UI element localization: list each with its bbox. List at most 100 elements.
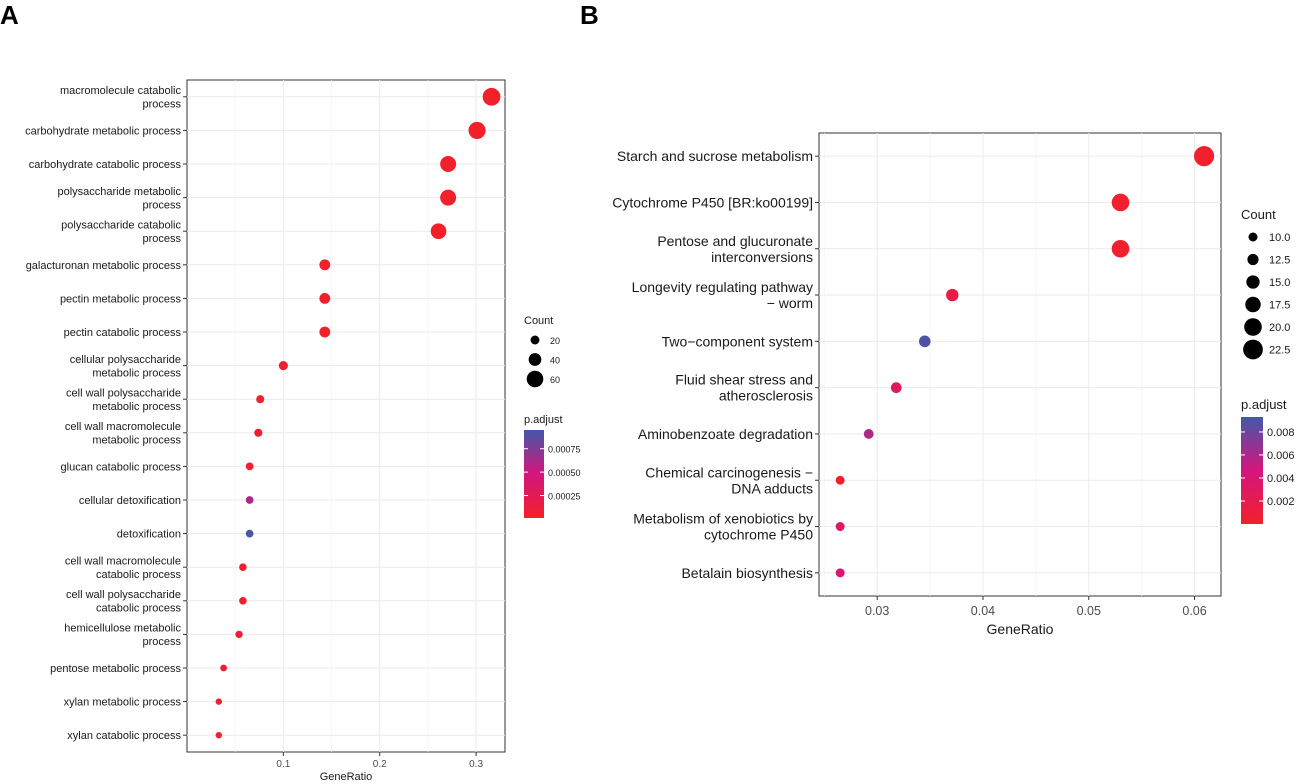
data-point bbox=[482, 87, 501, 106]
x-tick-label: 0.03 bbox=[865, 604, 889, 618]
color-legend-label: 0.008 bbox=[1267, 427, 1295, 439]
size-legend-key bbox=[1248, 232, 1258, 242]
y-tick-label: cellular polysaccharide bbox=[70, 354, 181, 366]
y-tick-label: Fluid shear stress and bbox=[675, 372, 813, 388]
y-tick-label: cell wall polysaccharide bbox=[66, 589, 181, 601]
y-tick-label: interconversions bbox=[711, 249, 813, 265]
y-tick-label: Metabolism of xenobiotics by bbox=[633, 511, 813, 527]
y-tick-label: process bbox=[142, 199, 181, 211]
size-legend-key bbox=[530, 335, 540, 345]
data-point bbox=[835, 475, 845, 485]
color-legend-title: p.adjust bbox=[1241, 397, 1287, 412]
y-tick-label: Starch and sucrose metabolism bbox=[617, 148, 813, 164]
data-point bbox=[256, 395, 265, 404]
y-tick-label: carbohydrate metabolic process bbox=[25, 125, 181, 137]
size-legend-label: 17.5 bbox=[1269, 300, 1290, 312]
color-legend-label: 0.00025 bbox=[548, 492, 581, 502]
data-point bbox=[430, 223, 447, 240]
panel-label-b: B bbox=[580, 0, 599, 30]
y-tick-label: cytochrome P450 bbox=[704, 527, 813, 543]
data-point bbox=[215, 732, 222, 739]
size-legend-label: 20 bbox=[550, 336, 560, 346]
color-legend-label: 0.002 bbox=[1267, 496, 1295, 508]
size-legend-key bbox=[526, 370, 544, 388]
y-tick-label: Chemical carcinogenesis − bbox=[645, 464, 813, 480]
x-tick-label: 0.06 bbox=[1182, 604, 1206, 618]
y-tick-label: Longevity regulating pathway bbox=[632, 279, 813, 295]
y-tick-label: Pentose and glucuronate bbox=[657, 233, 813, 249]
panel-label-a: A bbox=[0, 0, 19, 30]
size-legend-key bbox=[1245, 296, 1261, 313]
size-legend-label: 40 bbox=[550, 356, 560, 366]
y-tick-label: carbohydrate catabolic process bbox=[29, 159, 182, 171]
size-legend-label: 15.0 bbox=[1269, 277, 1290, 289]
x-tick-label: 0.05 bbox=[1077, 604, 1101, 618]
color-legend-label: 0.00075 bbox=[548, 445, 581, 455]
x-tick-label: 0.04 bbox=[971, 604, 995, 618]
y-tick-label: catabolic process bbox=[96, 569, 181, 581]
data-point bbox=[245, 529, 254, 538]
size-legend-key bbox=[1244, 318, 1262, 336]
y-tick-label: − worm bbox=[767, 295, 813, 311]
y-tick-label: xylan catabolic process bbox=[67, 730, 181, 742]
y-tick-label: Two−component system bbox=[662, 333, 813, 349]
y-tick-label: catabolic process bbox=[96, 603, 181, 615]
panel-a-chart: 0.1 0.2 0.3 macromolecule catabolic process c… bbox=[25, 79, 581, 783]
data-point bbox=[245, 462, 254, 471]
y-tick-label: cellular detoxification bbox=[79, 495, 181, 507]
data-point bbox=[1193, 146, 1215, 167]
data-point bbox=[835, 522, 845, 532]
y-tick-label: process bbox=[142, 233, 181, 245]
y-tick-label: detoxification bbox=[117, 529, 181, 541]
y-tick-label: pectin catabolic process bbox=[64, 327, 182, 339]
size-legend-label: 22.5 bbox=[1269, 345, 1290, 357]
size-legend-key bbox=[1246, 275, 1260, 289]
data-point bbox=[254, 428, 263, 437]
size-legend-label: 10.0 bbox=[1269, 232, 1290, 244]
y-tick-label: process bbox=[142, 636, 181, 648]
data-point bbox=[440, 156, 457, 172]
plot-panel bbox=[186, 79, 506, 753]
x-tick-label: 0.3 bbox=[469, 759, 483, 770]
size-legend-key bbox=[1243, 339, 1263, 360]
data-point bbox=[1111, 239, 1130, 258]
color-legend-label: 0.006 bbox=[1267, 450, 1295, 462]
size-legend-label: 20.0 bbox=[1269, 322, 1290, 334]
y-tick-label: polysaccharide metabolic bbox=[57, 186, 181, 198]
color-legend-label: 0.00050 bbox=[548, 468, 581, 478]
y-tick-label: xylan metabolic process bbox=[64, 697, 182, 709]
size-legend-title: Count bbox=[524, 315, 553, 327]
y-tick-label: pectin metabolic process bbox=[60, 293, 182, 305]
y-tick-label: cell wall macromolecule bbox=[65, 421, 181, 433]
data-point bbox=[863, 429, 874, 439]
y-tick-label: metabolic process bbox=[92, 401, 181, 413]
x-tick-label: 0.1 bbox=[276, 759, 290, 770]
data-point bbox=[946, 288, 959, 302]
data-point bbox=[440, 189, 457, 206]
size-legend-label: 60 bbox=[550, 375, 560, 385]
data-point bbox=[220, 664, 228, 672]
panel-b-chart: 0.03 0.04 0.05 0.06 Starch and sucrose metab… bbox=[612, 132, 1295, 637]
color-legend-bar bbox=[1241, 417, 1263, 524]
size-legend-title: Count bbox=[1241, 207, 1276, 222]
y-tick-label: polysaccharide catabolic bbox=[61, 219, 181, 231]
y-tick-label: cell wall polysaccharide bbox=[66, 387, 181, 399]
size-legend-label: 12.5 bbox=[1269, 255, 1290, 267]
data-point bbox=[245, 496, 254, 504]
y-tick-label: metabolic process bbox=[92, 367, 181, 379]
size-legend-key bbox=[528, 353, 542, 366]
y-tick-label: Aminobenzoate degradation bbox=[638, 426, 813, 442]
y-tick-label: cell wall macromolecule bbox=[65, 555, 181, 567]
x-tick-label: 0.2 bbox=[373, 759, 387, 770]
size-legend-key bbox=[1247, 253, 1259, 266]
x-axis-title: GeneRatio bbox=[320, 771, 373, 783]
plot-panel bbox=[818, 132, 1222, 597]
y-tick-label: Betalain biosynthesis bbox=[681, 565, 813, 581]
data-point bbox=[918, 335, 931, 348]
y-tick-label: glucan catabolic process bbox=[61, 461, 182, 473]
color-legend-label: 0.004 bbox=[1267, 473, 1295, 485]
color-legend-title: p.adjust bbox=[524, 414, 563, 426]
y-tick-label: hemicellulose metabolic bbox=[64, 623, 181, 635]
x-axis-title: GeneRatio bbox=[987, 621, 1054, 637]
